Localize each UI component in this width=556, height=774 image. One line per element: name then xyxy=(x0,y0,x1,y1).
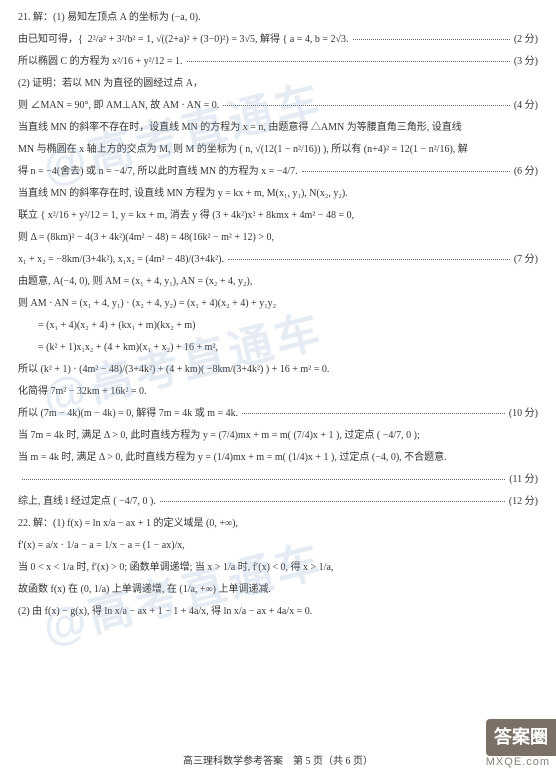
math-text: 得 n = −4(舍去) 或 n = −4/7, 所以此时直线 MN 的方程为 … xyxy=(18,164,298,180)
leader-dots xyxy=(242,413,505,414)
score-marker: (11 分) xyxy=(509,472,538,488)
score-marker: (4 分) xyxy=(514,98,538,114)
score-marker: (7 分) xyxy=(514,252,538,268)
solution-line: 由已知可得，{ ​ 2²/a² + 3²/b² = 1, √((2+a)² + … xyxy=(18,32,538,48)
solution-line: 则 AM · AN = (x₁ + 4, y₁) · (x₂ + 4, y₂) … xyxy=(18,296,538,312)
solution-line: (2) 由 f(x) − g(x), 得 ln x/a − ax + 1 − 1… xyxy=(18,604,538,620)
leader-dots xyxy=(187,61,510,62)
math-text: 所以 (7m − 4k)(m − 4k) = 0, 解得 7m = 4k 或 m… xyxy=(18,406,238,422)
solution-line: 联立 { x²/16 + y²/12 = 1, y = kx + m, 消去 y… xyxy=(18,208,538,224)
solution-line: 22. 解：(1) f(x) = ln x/a − ax + 1 的定义域是 (… xyxy=(18,516,538,532)
solution-line: (2) 证明：若以 MN 为直径的圆经过点 A， xyxy=(18,76,538,92)
solution-line: 所以椭圆 C 的方程为 x²/16 + y²/12 = 1. (3 分) xyxy=(18,54,538,70)
footer-url: MXQE.com xyxy=(486,754,550,772)
solution-line: = (k² + 1)x₁x₂ + (4 + km)(x₁ + x₂) + 16 … xyxy=(18,340,538,356)
solution-line: MN 与椭圆在 x 轴上方的交点为 M, 则 M 的坐标为 ( n, √(12(… xyxy=(18,142,538,158)
score-marker: (3 分) xyxy=(514,54,538,70)
solution-line: 当 7m = 4k 时, 满足 Δ > 0, 此时直线方程为 y = (7/4)… xyxy=(18,428,538,444)
leader-dots xyxy=(160,501,505,502)
score-marker: (6 分) xyxy=(514,164,538,180)
score-marker: (12 分) xyxy=(509,494,538,510)
solution-line: f′(x) = a/x · 1/a − a = 1/x − a = (1 − a… xyxy=(18,538,538,554)
leader-dots xyxy=(223,105,510,106)
math-text: 所以椭圆 C 的方程为 x²/16 + y²/12 = 1. xyxy=(18,54,183,70)
solution-line: 故函数 f(x) 在 (0, 1/a) 上单调递增, 在 (1/a, +∞) 上… xyxy=(18,582,538,598)
solution-line: 当直线 MN 的斜率不存在时，设直线 MN 的方程为 x = n, 由题意得 △… xyxy=(18,120,538,136)
math-text: 由已知可得，{ ​ 2²/a² + 3²/b² = 1, √((2+a)² + … xyxy=(18,32,349,48)
solution-line: 则 Δ = (8km)² − 4(3 + 4k²)(4m² − 48) = 48… xyxy=(18,230,538,246)
score-marker: (2 分) xyxy=(514,32,538,48)
math-text: 则 ∠MAN = 90°, 即 AM⊥AN, 故 AM · AN = 0. xyxy=(18,98,219,114)
score-marker: (10 分) xyxy=(509,406,538,422)
solution-line: 所以 (k² + 1) · (4m² − 48)/(3+4k²) + (4 + … xyxy=(18,362,538,378)
solution-line: 化简得 7m² − 32km + 16k² = 0. xyxy=(18,384,538,400)
solution-line: 21. 解：(1) 易知左顶点 A 的坐标为 (−a, 0). xyxy=(18,10,538,26)
answer-badge: 答案圈 xyxy=(486,719,556,756)
solution-line: (11 分) xyxy=(18,472,538,488)
solution-line: 由题意, A(−4, 0), 则 AM = (x₁ + 4, y₁), AN =… xyxy=(18,274,538,290)
solution-line: 则 ∠MAN = 90°, 即 AM⊥AN, 故 AM · AN = 0. (4 … xyxy=(18,98,538,114)
solution-line: = (x₁ + 4)(x₂ + 4) + (kx₁ + m)(kx₂ + m) xyxy=(18,318,538,334)
solution-line: x₁ + x₂ = −8km/(3+4k²), x₁x₂ = (4m² − 48… xyxy=(18,252,538,268)
leader-dots xyxy=(22,479,505,480)
page-footer: 高三理科数学参考答案 第 5 页（共 6 页） xyxy=(0,754,556,770)
solution-line: 综上, 直线 l 经过定点 ( −4/7, 0 ). (12 分) xyxy=(18,494,538,510)
solution-line: 当直线 MN 的斜率存在时, 设直线 MN 方程为 y = kx + m, M(… xyxy=(18,186,538,202)
solution-line: 当 m = 4k 时, 满足 Δ > 0, 此时直线方程为 y = (1/4)m… xyxy=(18,450,538,466)
solution-line: 得 n = −4(舍去) 或 n = −4/7, 所以此时直线 MN 的方程为 … xyxy=(18,164,538,180)
solution-line: 当 0 < x < 1/a 时, f′(x) > 0; 函数单调递增; 当 x … xyxy=(18,560,538,576)
leader-dots xyxy=(302,171,510,172)
math-text: x₁ + x₂ = −8km/(3+4k²), x₁x₂ = (4m² − 48… xyxy=(18,252,224,268)
solution-line: 所以 (7m − 4k)(m − 4k) = 0, 解得 7m = 4k 或 m… xyxy=(18,406,538,422)
math-text: 综上, 直线 l 经过定点 ( −4/7, 0 ). xyxy=(18,494,156,510)
leader-dots xyxy=(353,39,510,40)
leader-dots xyxy=(228,259,510,260)
